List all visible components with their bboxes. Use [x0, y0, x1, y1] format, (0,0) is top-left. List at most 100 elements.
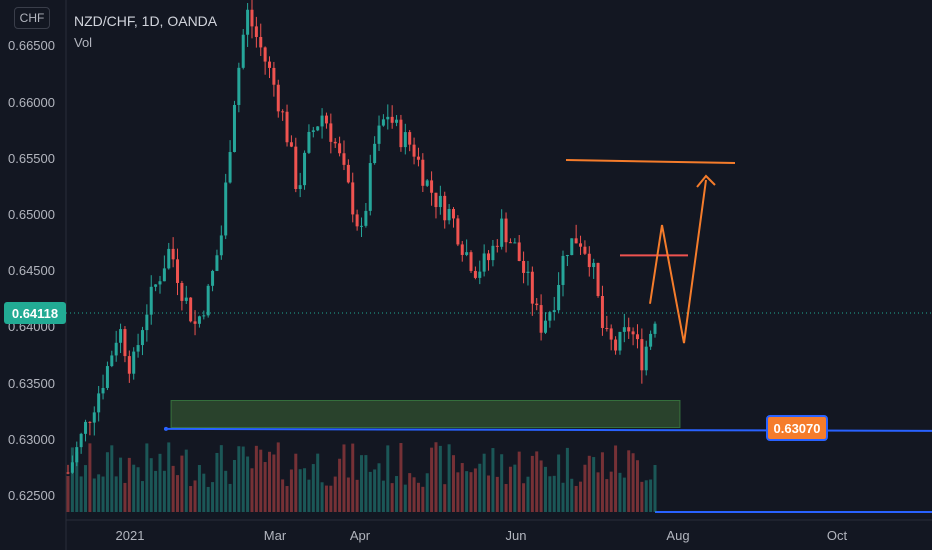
- volume-bar: [285, 486, 289, 512]
- candle-body: [66, 472, 70, 474]
- candle-body: [399, 119, 403, 148]
- volume-bar: [517, 451, 521, 512]
- projection-path: [649, 179, 707, 344]
- volume-bar: [421, 486, 425, 512]
- y-tick-label: 0.63000: [8, 432, 55, 447]
- volume-bar: [127, 457, 131, 512]
- candle-body: [539, 305, 543, 333]
- volume-bar: [653, 465, 657, 512]
- volume-bar: [320, 482, 324, 512]
- volume-bar: [373, 469, 377, 512]
- candle-body: [184, 297, 188, 301]
- x-tick-label: Apr: [350, 528, 371, 543]
- candle-body: [386, 116, 390, 120]
- volume-bar: [552, 475, 556, 512]
- volume-bar: [631, 453, 635, 512]
- candle-body: [219, 235, 223, 256]
- candle-body: [272, 67, 276, 85]
- volume-bar: [430, 447, 434, 512]
- volume-bar: [491, 448, 495, 512]
- volume-bar: [622, 477, 626, 512]
- volume-bar: [110, 445, 114, 512]
- candle-body: [447, 209, 451, 221]
- candle-body: [303, 152, 307, 186]
- candle-body: [123, 329, 127, 357]
- volume-bar: [254, 445, 258, 512]
- volume-bar: [145, 443, 149, 512]
- candle-body: [557, 284, 561, 311]
- y-tick-label: 0.62500: [8, 488, 55, 503]
- volume-bar: [197, 465, 201, 512]
- volume-bar: [530, 455, 534, 512]
- currency-button[interactable]: CHF: [14, 7, 50, 29]
- candle-body: [355, 214, 359, 227]
- candle-body: [587, 253, 591, 268]
- candle-body: [311, 130, 315, 132]
- candle-body: [614, 339, 618, 351]
- volume-bar: [272, 454, 276, 512]
- candle-body: [360, 225, 363, 227]
- candle-body: [561, 255, 565, 285]
- candle-body: [79, 433, 83, 448]
- candle-body: [316, 126, 320, 131]
- volume-bar: [644, 480, 648, 512]
- volume-bar: [263, 462, 267, 512]
- candle-body: [535, 303, 539, 306]
- volume-bar: [403, 484, 407, 512]
- volume-bar: [307, 479, 311, 512]
- volume-bar: [412, 477, 416, 512]
- volume-bar: [605, 479, 609, 512]
- candle-body: [508, 242, 512, 244]
- volume-bar: [522, 483, 526, 512]
- volume-bar: [539, 460, 543, 512]
- candle-body: [88, 421, 92, 423]
- candle-body: [434, 192, 438, 208]
- candle-body: [451, 209, 455, 219]
- candle-body: [469, 252, 473, 271]
- volume-bar: [70, 447, 74, 512]
- support-zone: [170, 400, 681, 428]
- volume-bar: [79, 476, 83, 512]
- volume-bar: [386, 445, 390, 512]
- volume-bar: [303, 468, 307, 512]
- volume-bar: [193, 480, 197, 512]
- candle-body: [189, 297, 193, 322]
- candle-body: [140, 330, 144, 346]
- volume-bar: [425, 473, 429, 512]
- volume-bar: [176, 475, 180, 512]
- candle-body: [430, 180, 434, 193]
- volume-bar: [158, 453, 162, 512]
- volume-bar: [162, 470, 166, 512]
- volume-bar: [508, 466, 512, 512]
- y-tick-label: 0.66000: [8, 95, 55, 110]
- resistance-line: [565, 159, 736, 164]
- candle-body: [162, 268, 166, 282]
- level-price-badge[interactable]: 0.63070: [766, 415, 828, 441]
- candle-body: [530, 271, 534, 304]
- candle-body: [543, 320, 547, 333]
- projection-arrowhead: [696, 174, 716, 188]
- candle-body: [197, 316, 201, 324]
- volume-bar: [123, 482, 127, 512]
- volume-bar: [456, 472, 460, 512]
- candle-body: [443, 195, 447, 221]
- volume-bar: [618, 472, 622, 512]
- volume-bar: [228, 483, 232, 512]
- volume-bar: [88, 443, 92, 512]
- volume-bar: [276, 442, 280, 512]
- candle-body: [105, 366, 109, 388]
- candle-body: [333, 141, 337, 144]
- x-tick-label: Jun: [506, 528, 527, 543]
- volume-bar: [487, 475, 491, 512]
- volume-bar: [579, 481, 583, 512]
- candle-body: [473, 270, 477, 278]
- y-tick-label: 0.65000: [8, 207, 55, 222]
- symbol-title: NZD/CHF, 1D, OANDA: [74, 13, 218, 29]
- candle-body: [412, 144, 416, 157]
- candle-body: [644, 346, 648, 371]
- volume-bar: [346, 477, 350, 512]
- volume-bar: [557, 454, 561, 512]
- candle-body: [373, 143, 377, 164]
- volume-bar: [171, 465, 175, 512]
